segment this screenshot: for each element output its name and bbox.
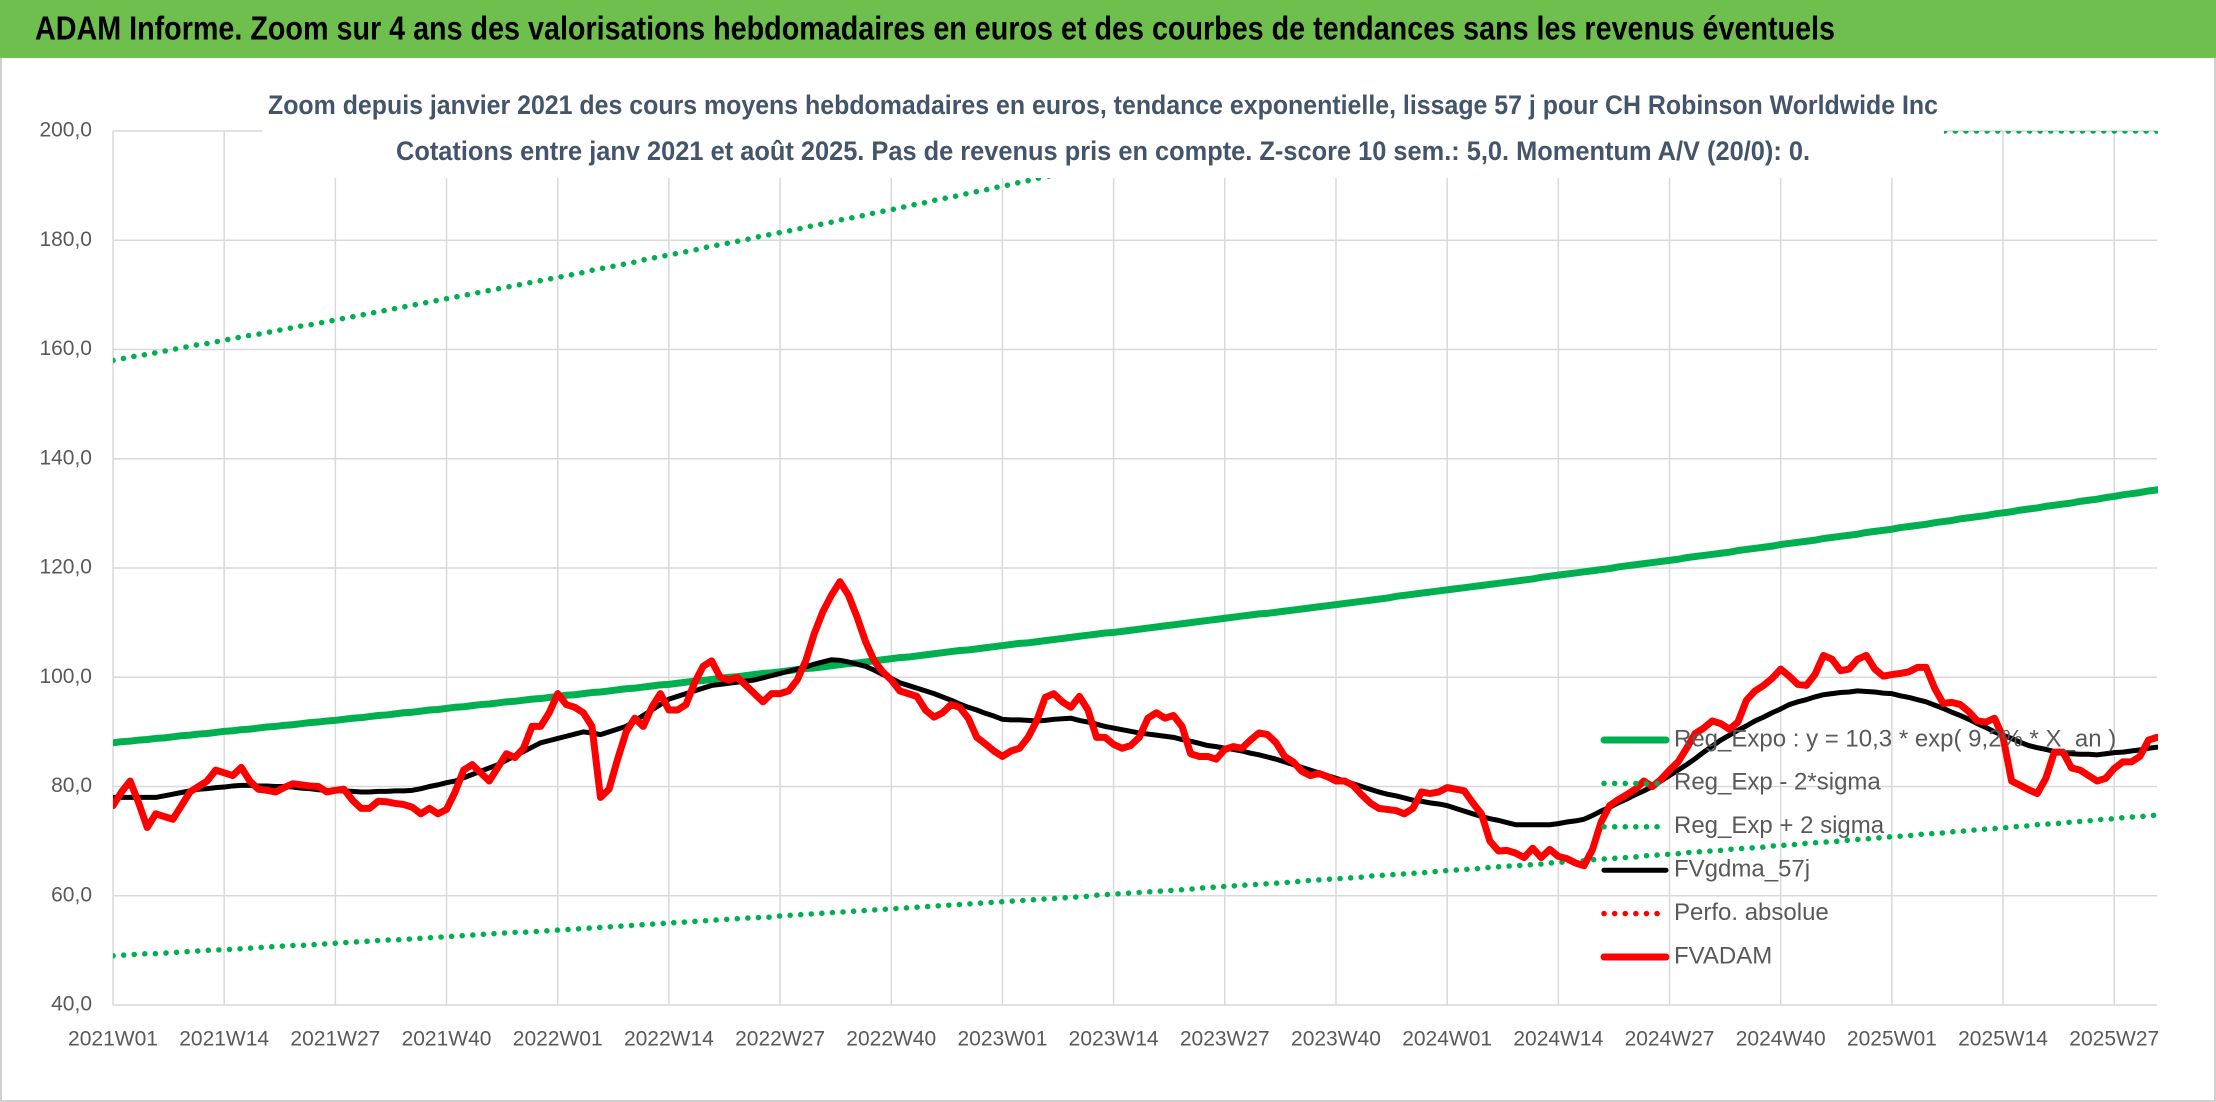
x-tick-label: 2021W01 xyxy=(68,1028,158,1051)
legend-label: Reg_Exp + 2 sigma xyxy=(1674,812,1885,839)
chart-subtitle: Cotations entre janv 2021 et août 2025. … xyxy=(396,136,1810,166)
x-tick-label: 2024W14 xyxy=(1513,1028,1603,1051)
x-tick-label: 2025W01 xyxy=(1847,1028,1937,1051)
plot-area xyxy=(113,131,2158,959)
x-tick-label: 2024W40 xyxy=(1736,1028,1826,1051)
legend-label: Perfo. absolue xyxy=(1674,899,1829,926)
y-tick-label: 140,0 xyxy=(39,446,92,469)
series-line xyxy=(113,812,2158,959)
series-line xyxy=(113,578,2158,870)
y-tick-label: 40,0 xyxy=(51,993,92,1016)
x-tick-label: 2021W27 xyxy=(290,1028,380,1051)
x-tick-label: 2022W40 xyxy=(846,1028,936,1051)
x-tick-label: 2021W14 xyxy=(179,1028,269,1051)
legend-label: FVgdma_57j xyxy=(1674,856,1810,883)
y-tick-label: 120,0 xyxy=(39,556,92,579)
title-box xyxy=(262,84,1944,178)
y-tick-label: 100,0 xyxy=(39,665,92,688)
y-tick-label: 60,0 xyxy=(51,883,92,906)
header-title: ADAM Informe. Zoom sur 4 ans des valoris… xyxy=(35,10,1835,47)
y-tick-label: 80,0 xyxy=(51,774,92,797)
x-tick-label: 2022W14 xyxy=(624,1028,714,1051)
series-line xyxy=(113,486,2158,747)
header-bar xyxy=(0,0,2216,58)
y-tick-label: 200,0 xyxy=(39,119,92,142)
legend-label: Reg_Expo : y = 10,3 * exp( 9,2% * X_an ) xyxy=(1674,725,2116,752)
legend: Reg_Expo : y = 10,3 * exp( 9,2% * X_an )… xyxy=(1600,725,2116,969)
x-tick-label: 2023W01 xyxy=(957,1028,1047,1051)
legend-label: FVADAM xyxy=(1674,942,1772,969)
legend-label: Reg_Exp - 2*sigma xyxy=(1674,769,1881,796)
y-tick-label: 160,0 xyxy=(39,337,92,360)
x-tick-label: 2023W14 xyxy=(1069,1028,1159,1051)
x-tick-label: 2024W01 xyxy=(1402,1028,1492,1051)
chart-title: Zoom depuis janvier 2021 des cours moyen… xyxy=(268,90,1938,120)
x-tick-label: 2025W27 xyxy=(2069,1028,2159,1051)
y-tick-label: 180,0 xyxy=(39,228,92,251)
series-line xyxy=(113,657,2158,828)
x-tick-label: 2021W40 xyxy=(402,1028,492,1051)
x-tick-label: 2023W27 xyxy=(1180,1028,1270,1051)
x-tick-label: 2024W27 xyxy=(1625,1028,1715,1051)
x-tick-label: 2023W40 xyxy=(1291,1028,1381,1051)
x-tick-label: 2022W27 xyxy=(735,1028,825,1051)
x-tick-label: 2022W01 xyxy=(513,1028,603,1051)
x-tick-label: 2025W14 xyxy=(1958,1028,2048,1051)
